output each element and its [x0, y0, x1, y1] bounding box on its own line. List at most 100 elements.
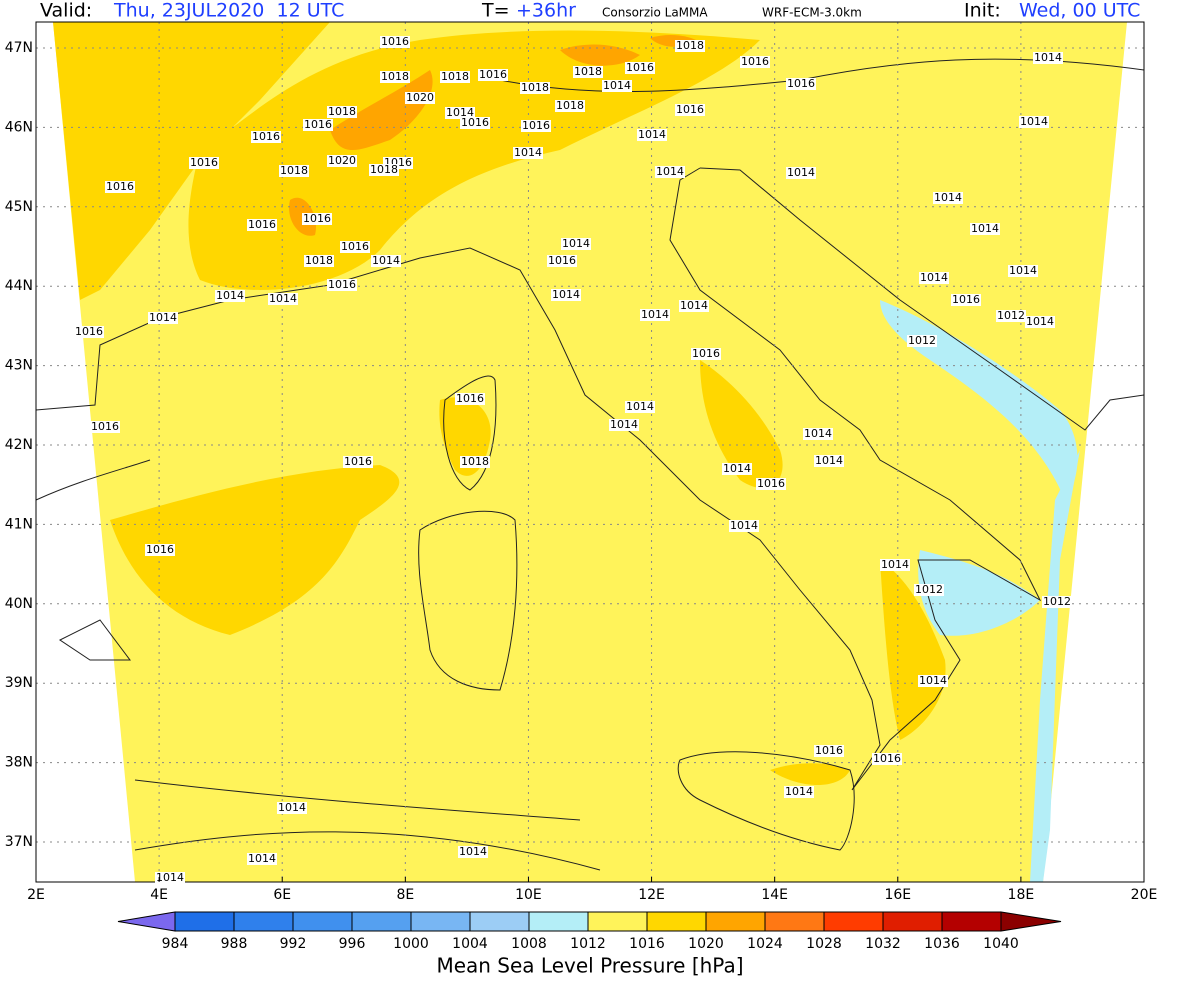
contour-label: 1014 — [216, 289, 244, 302]
contour-label: 1016 — [815, 744, 843, 757]
contour-label: 1018 — [574, 65, 602, 78]
contour-label-bg — [105, 181, 135, 193]
lon-tick-label: 10E — [515, 887, 542, 903]
contour-label: 1018 — [441, 70, 469, 83]
contour-label-bg — [803, 428, 833, 440]
lon-tick-label: 12E — [638, 887, 665, 903]
contour-label-bg — [1042, 596, 1072, 608]
contour-label: 1016 — [479, 68, 507, 81]
colorbar-segment — [292, 911, 353, 932]
colorbar-label: 988 — [221, 936, 248, 952]
contour-label-bg — [914, 584, 944, 596]
contour-label-bg — [555, 100, 585, 112]
colorbar-segment — [351, 911, 412, 932]
contour-label: 1014 — [514, 146, 542, 159]
colorbar-label: 992 — [280, 936, 307, 952]
contour-label-bg — [919, 272, 949, 284]
lon-tick-label: 18E — [1008, 887, 1035, 903]
contour-label: 1016 — [106, 180, 134, 193]
contour-label-bg — [520, 82, 550, 94]
contour-label: 1016 — [303, 212, 331, 225]
contour-label-bg — [478, 69, 508, 81]
contour-label: 1014 — [248, 852, 276, 865]
colorbar-segment — [646, 911, 707, 932]
colorbar-segment — [587, 911, 648, 932]
colorbar-above — [1000, 911, 1062, 932]
source: Consorzio LaMMA — [602, 6, 708, 20]
contour-label: 1014 — [626, 400, 654, 413]
lat-tick-label: 39N — [5, 675, 33, 691]
colorbar-segment — [528, 911, 589, 932]
contour-label: 1014 — [278, 801, 306, 814]
colorbar-segment — [410, 911, 471, 932]
contour-label: 1016 — [190, 156, 218, 169]
contour-label-bg — [547, 255, 577, 267]
colorbar-label: 1012 — [570, 936, 606, 952]
contour-label: 1014 — [787, 166, 815, 179]
contour-label: 1014 — [971, 222, 999, 235]
contour-label: 1020 — [328, 154, 356, 167]
contour-labels: 1016 1018 1016 1014 1018 1018 1016 1018 1018 1016… — [74, 35, 1072, 884]
graticule — [36, 22, 1144, 882]
contour-label: 1014 — [881, 558, 909, 571]
contour-label-bg — [609, 419, 639, 431]
contour-label: 1016 — [522, 119, 550, 132]
contour-label: 1014 — [723, 462, 751, 475]
contour-label: 1018 — [461, 455, 489, 468]
contour-label: 1016 — [548, 254, 576, 267]
contour-label: 1016 — [461, 116, 489, 129]
contour-label: 1018 — [280, 164, 308, 177]
contour-label-bg — [380, 71, 410, 83]
t-label: T= — [481, 0, 510, 22]
contour-label-bg — [74, 326, 104, 338]
contour-label: 1020 — [406, 91, 434, 104]
contour-label: 1016 — [304, 118, 332, 131]
model: WRF-ECM-3.0km — [762, 6, 862, 20]
contour-label-bg — [215, 290, 245, 302]
contour-label: 1016 — [146, 543, 174, 556]
contour-label: 1012 — [997, 309, 1025, 322]
contour-label: 1016 — [248, 218, 276, 231]
contour-label-bg — [814, 455, 844, 467]
contour-label-bg — [729, 520, 759, 532]
contour-label: 1014 — [562, 237, 590, 250]
contour-label-bg — [573, 66, 603, 78]
contour-label-bg — [155, 872, 185, 884]
contour-label-bg — [405, 92, 435, 104]
contour-label-bg — [327, 279, 357, 291]
contour-label-bg — [691, 348, 721, 360]
contour-label-bg — [880, 559, 910, 571]
contour-label-bg — [455, 393, 485, 405]
lat-tick-label: 43N — [5, 358, 33, 374]
contour-label: 1016 — [344, 455, 372, 468]
lon-tick-label: 4E — [150, 887, 168, 903]
contour-label: 1018 — [521, 81, 549, 94]
colorbar-segment — [233, 911, 294, 932]
contour-label: 1014 — [804, 427, 832, 440]
contour-label: 1014 — [156, 871, 184, 884]
lat-tick-label: 46N — [5, 119, 33, 135]
contour-label-bg — [814, 745, 844, 757]
contour-label-bg — [440, 71, 470, 83]
contour-label-bg — [722, 463, 752, 475]
contour-label-bg — [551, 289, 581, 301]
colorbar-segment — [882, 911, 943, 932]
colorbar-segment — [764, 911, 825, 932]
contour-label-bg — [327, 155, 357, 167]
contour-label-bg — [303, 119, 333, 131]
contour-label-bg — [369, 164, 399, 176]
contour-label-bg — [740, 56, 770, 68]
colorbar: 984 988 992 996 1000 1004 1008 1012 1016 1020 1024… — [117, 911, 1062, 952]
lon-tick-label: 8E — [396, 887, 414, 903]
contour-label: 1016 — [91, 420, 119, 433]
contour-label: 1016 — [252, 130, 280, 143]
contour-label: 1014 — [552, 288, 580, 301]
contour-label: 1018 — [305, 254, 333, 267]
colorbar-segment — [705, 911, 766, 932]
contour-label-bg — [933, 192, 963, 204]
lat-tick-label: 41N — [5, 516, 33, 532]
lon-tick-label: 2E — [27, 887, 45, 903]
contour-label: 1014 — [372, 254, 400, 267]
contour-label: 1014 — [934, 191, 962, 204]
contour-label: 1014 — [785, 785, 813, 798]
